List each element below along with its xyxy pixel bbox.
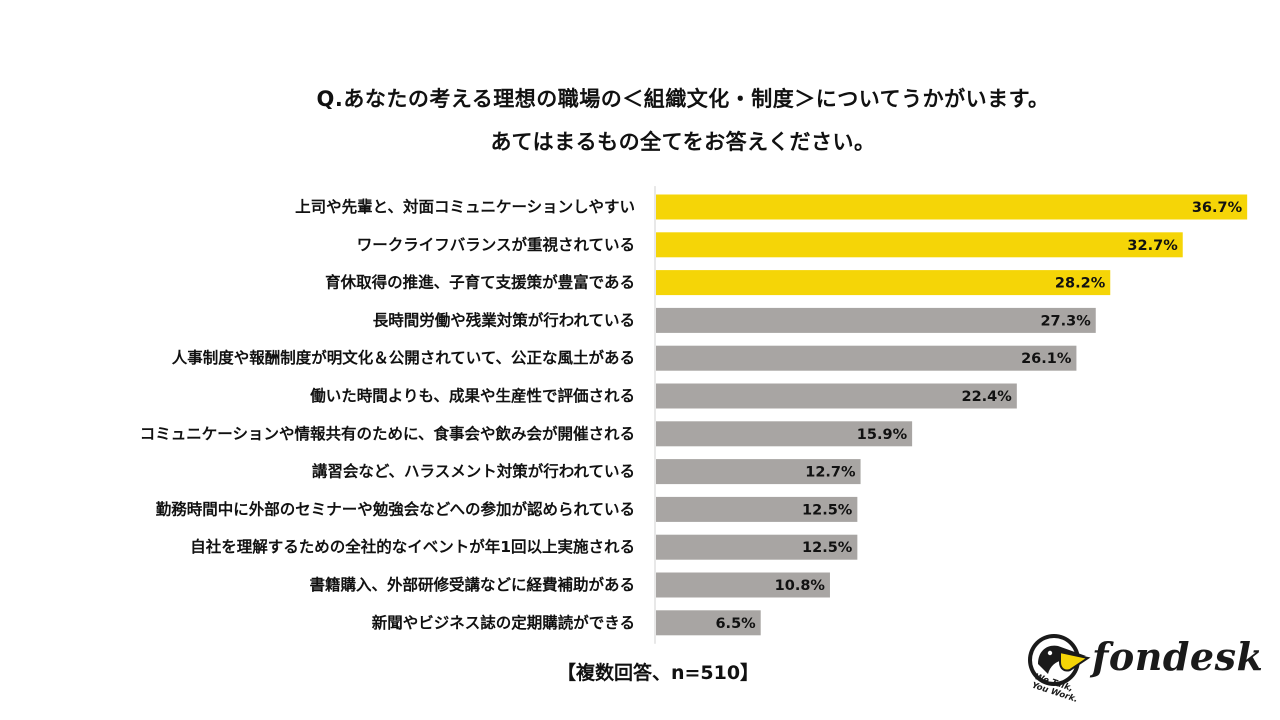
value-label-7: 15.9% xyxy=(857,427,908,443)
category-label-5: 人事制度や報酬制度が明文化＆公開されていて、公正な風土がある xyxy=(172,348,635,367)
question-title-line-2: あてはまるもの全てをお答えください。 xyxy=(490,130,876,154)
category-label-2: ワークライフバランスが重視されている xyxy=(357,235,635,254)
bar-10 xyxy=(656,534,858,560)
value-label-4: 27.3% xyxy=(1040,313,1091,329)
category-label-8: 講習会など、ハラスメント対策が行われている xyxy=(312,462,635,481)
bar-12 xyxy=(656,610,761,636)
question-title-line-1: Q.あなたの考える理想の職場の＜組織文化・制度＞についてうかがいます。 xyxy=(316,87,1050,111)
value-label-3: 28.2% xyxy=(1055,276,1106,292)
category-label-11: 書籍購入、外部研修受講などに経費補助がある xyxy=(309,575,635,594)
logo-wordmark: fondesk xyxy=(1092,634,1264,679)
category-label-12: 新聞やビジネス誌の定期購読ができる xyxy=(372,613,635,632)
sample-note: 【複数回答、n=510】 xyxy=(556,662,760,684)
value-label-8: 12.7% xyxy=(805,465,856,481)
fondesk-logo: We Talk, You Work. fondesk xyxy=(1024,628,1263,705)
category-label-4: 長時間労働や残業対策が行われている xyxy=(373,310,635,329)
category-label-9: 勤務時間中に外部のセミナーや勉強会などへの参加が認められている xyxy=(156,499,635,518)
value-label-9: 12.5% xyxy=(802,502,853,518)
bar-4 xyxy=(656,307,1096,333)
category-label-1: 上司や先輩と、対面コミュニケーションしやすい xyxy=(295,197,635,216)
category-label-6: 働いた時間よりも、成果や生産性で評価される xyxy=(309,386,635,405)
value-label-12: 6.5% xyxy=(715,616,756,632)
value-label-2: 32.7% xyxy=(1127,238,1178,254)
value-label-6: 22.4% xyxy=(962,389,1013,405)
value-label-11: 10.8% xyxy=(775,578,826,594)
value-label-1: 36.7% xyxy=(1192,200,1243,216)
bar-1 xyxy=(656,194,1248,220)
bar-7 xyxy=(656,421,913,447)
value-label-5: 26.1% xyxy=(1021,351,1072,367)
bar-6 xyxy=(656,383,1017,409)
bar-3 xyxy=(656,270,1111,296)
category-label-7: コミュニケーションや情報共有のために、食事会や飲み会が開催される xyxy=(140,424,635,443)
category-label-10: 自社を理解するための全社的なイベントが年1回以上実施される xyxy=(190,537,635,556)
pelican-icon xyxy=(1028,634,1091,686)
bar-11 xyxy=(656,572,830,598)
value-label-10: 12.5% xyxy=(802,540,853,556)
bar-5 xyxy=(656,345,1077,371)
bar-9 xyxy=(656,496,858,522)
bar-2 xyxy=(656,232,1183,258)
bar-8 xyxy=(656,459,861,485)
category-label-3: 育休取得の推進、子育て支援策が豊富である xyxy=(325,273,635,292)
